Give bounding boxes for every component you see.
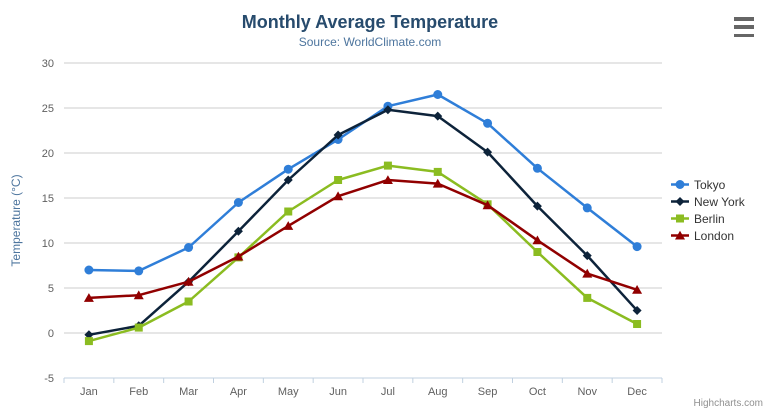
legend-label: Berlin: [694, 211, 725, 226]
diamond-series-marker-icon: [671, 197, 689, 206]
x-axis-label: May: [278, 386, 299, 398]
point-new-york-sep[interactable]: [483, 147, 493, 157]
y-axis-tick-label: 0: [48, 328, 54, 340]
legend-item-tokyo[interactable]: Tokyo: [671, 176, 745, 193]
y-axis-tick-label: 20: [42, 148, 54, 160]
point-new-york-dec[interactable]: [632, 306, 642, 315]
hamburger-menu-icon: [734, 17, 754, 21]
point-berlin-jan[interactable]: [84, 337, 93, 346]
point-london-may[interactable]: [283, 221, 294, 230]
point-new-york-jan[interactable]: [84, 330, 94, 340]
point-tokyo-nov[interactable]: [582, 203, 592, 213]
point-new-york-nov[interactable]: [582, 251, 592, 261]
y-axis-tick-label: 5: [48, 283, 54, 295]
y-axis-tick-label: 10: [42, 238, 54, 250]
point-berlin-feb[interactable]: [134, 323, 143, 332]
point-tokyo-apr[interactable]: [233, 198, 243, 207]
y-axis-tick-label: 25: [42, 103, 54, 115]
point-london-nov[interactable]: [582, 268, 593, 278]
point-berlin-jun[interactable]: [334, 176, 343, 184]
point-tokyo-mar[interactable]: [184, 243, 194, 252]
point-london-sep[interactable]: [482, 200, 493, 210]
legend-item-berlin[interactable]: Berlin: [671, 210, 745, 227]
point-london-mar[interactable]: [183, 276, 194, 286]
legend-label: London: [694, 228, 735, 243]
point-tokyo-feb[interactable]: [134, 266, 144, 276]
point-berlin-mar[interactable]: [184, 297, 193, 306]
point-berlin-may[interactable]: [284, 207, 293, 216]
x-axis-label: Jun: [329, 386, 347, 398]
hamburger-menu-icon: [734, 33, 754, 37]
point-berlin-dec[interactable]: [633, 320, 642, 328]
legend-label: New York: [694, 194, 745, 209]
circle-series-marker-icon: [671, 180, 689, 189]
hamburger-menu-icon: [734, 25, 754, 29]
y-axis-tick-label: 30: [42, 58, 54, 70]
legend-marker-berlin: [676, 214, 684, 223]
point-new-york-oct[interactable]: [532, 201, 542, 211]
y-axis-title: Temperature (°C): [9, 174, 23, 266]
legend-label: Tokyo: [694, 177, 726, 192]
x-axis-label: Apr: [230, 386, 247, 398]
series-line-new-york: [87, 108, 639, 337]
point-new-york-aug[interactable]: [433, 111, 443, 121]
series-line-tokyo: [87, 93, 639, 273]
y-axis-tick-label: 15: [42, 193, 54, 205]
point-berlin-jul[interactable]: [383, 161, 392, 170]
legend: Tokyo New York Berlin London: [671, 176, 745, 244]
point-berlin-nov[interactable]: [583, 293, 592, 302]
point-tokyo-jan[interactable]: [84, 265, 94, 275]
x-axis-label: Feb: [129, 386, 148, 398]
point-london-jul[interactable]: [382, 175, 393, 184]
point-berlin-oct[interactable]: [533, 248, 542, 256]
square-series-marker-icon: [671, 214, 689, 223]
point-london-jun[interactable]: [333, 191, 344, 201]
point-berlin-aug[interactable]: [433, 167, 442, 176]
highcharts-credit-link[interactable]: Highcharts.com: [693, 398, 763, 409]
point-london-dec[interactable]: [632, 285, 643, 294]
point-london-aug[interactable]: [432, 178, 443, 188]
x-axis-label: Aug: [428, 386, 448, 398]
point-tokyo-aug[interactable]: [433, 90, 443, 99]
point-tokyo-oct[interactable]: [532, 163, 542, 173]
x-axis-label: Oct: [529, 386, 546, 398]
chart-subtitle: Source: WorldClimate.com: [298, 35, 442, 49]
series-line-london: [87, 178, 639, 300]
point-london-feb[interactable]: [133, 290, 144, 300]
x-axis-label: Sep: [478, 386, 498, 398]
x-axis-label: Dec: [627, 386, 647, 398]
point-london-oct[interactable]: [532, 235, 543, 245]
point-tokyo-dec[interactable]: [632, 242, 642, 252]
legend-marker-new-york: [675, 197, 685, 206]
point-new-york-jul[interactable]: [383, 105, 393, 115]
legend-marker-tokyo: [675, 180, 685, 189]
export-menu-button[interactable]: [732, 17, 756, 37]
x-axis-label: Nov: [577, 386, 597, 398]
series-line-berlin: [87, 164, 639, 343]
legend-marker-london: [675, 230, 685, 240]
x-axis-label: Jan: [80, 386, 98, 398]
chart-title: Monthly Average Temperature: [241, 12, 499, 32]
point-new-york-may[interactable]: [283, 175, 293, 185]
point-tokyo-may[interactable]: [283, 164, 293, 174]
point-tokyo-sep[interactable]: [483, 118, 493, 128]
triangle-series-marker-icon: [671, 230, 689, 240]
legend-item-london[interactable]: London: [671, 227, 745, 244]
point-new-york-apr[interactable]: [233, 226, 243, 236]
point-london-apr[interactable]: [233, 251, 244, 261]
legend-item-new-york[interactable]: New York: [671, 193, 745, 210]
y-axis-tick-label: -5: [44, 373, 54, 385]
point-new-york-jun[interactable]: [333, 130, 343, 140]
x-axis-label: Jul: [381, 386, 395, 398]
x-axis-label: Mar: [179, 386, 198, 398]
point-london-jan[interactable]: [83, 293, 94, 302]
